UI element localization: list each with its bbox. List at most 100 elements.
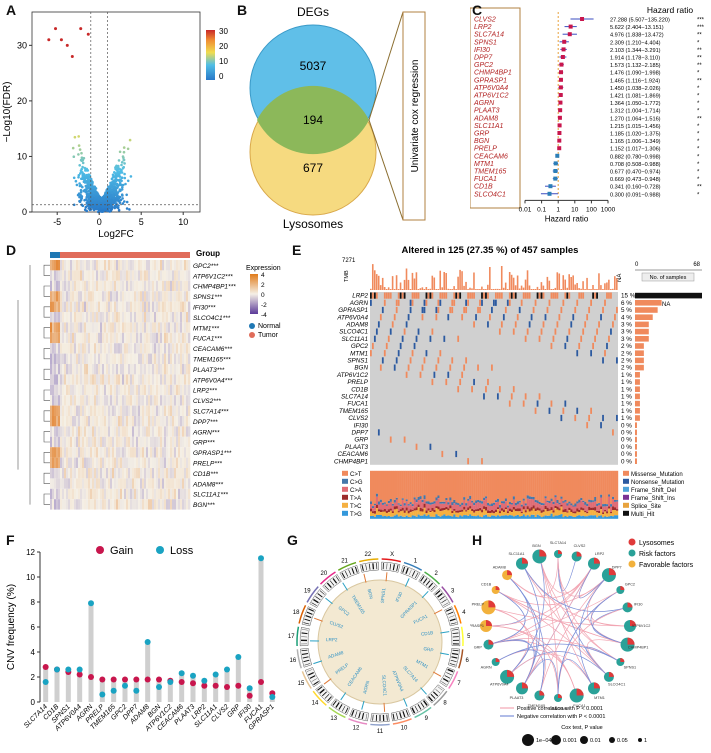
titv-segment xyxy=(596,470,599,504)
cell xyxy=(110,436,113,448)
cell xyxy=(174,374,177,385)
cell xyxy=(122,260,125,271)
titv-segment xyxy=(453,470,456,500)
cell xyxy=(142,426,145,437)
cell xyxy=(144,499,147,510)
titv-segment xyxy=(467,470,470,499)
cell xyxy=(184,478,187,489)
sig-stars: * xyxy=(697,192,700,198)
cell xyxy=(106,280,109,292)
gene-name: PRELP xyxy=(474,146,497,153)
titv-segment xyxy=(409,517,412,519)
pct-label: 1 % xyxy=(621,386,632,393)
cell xyxy=(74,332,77,344)
cell xyxy=(120,343,123,354)
cell xyxy=(172,343,175,354)
cell xyxy=(114,260,117,271)
point xyxy=(122,165,125,169)
point xyxy=(78,182,81,185)
gene-label: AGRN*** xyxy=(192,429,220,436)
mutation-cell xyxy=(592,342,594,350)
cell xyxy=(62,436,65,448)
cell xyxy=(56,260,59,271)
titv-segment xyxy=(387,500,391,503)
mutation-cell xyxy=(391,321,394,328)
cell xyxy=(62,364,65,375)
titv-segment xyxy=(608,508,611,517)
point xyxy=(70,54,74,58)
cell xyxy=(114,343,117,354)
cell xyxy=(100,343,103,354)
point xyxy=(120,176,124,179)
cell xyxy=(54,478,57,489)
titv-segment xyxy=(494,500,498,503)
hr-point xyxy=(558,93,563,97)
titv-segment xyxy=(451,516,454,519)
cell xyxy=(168,374,171,385)
gene-name: SLC11A1 xyxy=(474,123,504,130)
cell xyxy=(52,499,55,510)
cell xyxy=(74,478,77,489)
hr-text: 1.185 (1.020−1.375) xyxy=(610,132,661,138)
cell xyxy=(134,343,137,354)
cell xyxy=(80,499,83,510)
point xyxy=(125,193,128,197)
mutation-cell xyxy=(522,292,525,299)
cell xyxy=(50,416,53,427)
titv-segment xyxy=(403,470,406,504)
titv-segment xyxy=(496,509,500,516)
cell xyxy=(116,260,119,271)
gain-point xyxy=(258,679,264,685)
cell xyxy=(170,291,173,302)
titv-segment xyxy=(612,470,615,497)
cell xyxy=(140,499,143,510)
cell xyxy=(68,332,71,344)
cell xyxy=(56,270,59,281)
cell xyxy=(78,322,81,333)
cell xyxy=(152,426,155,437)
cell xyxy=(164,447,167,458)
mutation-cell xyxy=(403,328,406,335)
cell xyxy=(176,332,179,344)
legend-dot xyxy=(628,560,636,568)
cell xyxy=(138,301,141,312)
titv-segment xyxy=(608,494,611,497)
cell xyxy=(158,416,161,427)
cell xyxy=(62,488,65,500)
cell xyxy=(90,343,93,354)
sample-count-bar xyxy=(635,379,640,385)
titv-segment xyxy=(371,508,375,512)
titv-segment xyxy=(538,510,541,516)
gene-label: PRELP*** xyxy=(193,461,222,468)
cell xyxy=(82,436,85,448)
cell xyxy=(148,478,151,489)
titv-segment xyxy=(391,511,394,513)
edges xyxy=(485,553,631,699)
loss-point xyxy=(156,684,162,690)
titv-segment xyxy=(445,500,448,507)
x-tick-label: -5 xyxy=(53,217,61,227)
cell xyxy=(88,312,91,323)
cell xyxy=(130,395,133,406)
cell xyxy=(146,499,149,510)
cell xyxy=(158,322,161,333)
titv-segment xyxy=(608,516,611,519)
cell xyxy=(112,447,115,458)
cell xyxy=(106,457,109,468)
cell xyxy=(80,395,83,406)
titv-segment xyxy=(435,470,438,498)
mutation-cell xyxy=(427,292,430,299)
mutation-cell xyxy=(453,292,456,299)
cell xyxy=(178,322,181,333)
cell xyxy=(58,488,61,500)
cell xyxy=(54,291,57,302)
titv-segment xyxy=(407,510,410,514)
point xyxy=(90,185,93,188)
cell xyxy=(168,395,171,406)
titv-segment xyxy=(540,517,543,519)
cell xyxy=(130,332,133,344)
cell xyxy=(84,426,87,437)
cell xyxy=(54,468,57,479)
cell xyxy=(102,301,105,312)
cell xyxy=(174,353,177,364)
